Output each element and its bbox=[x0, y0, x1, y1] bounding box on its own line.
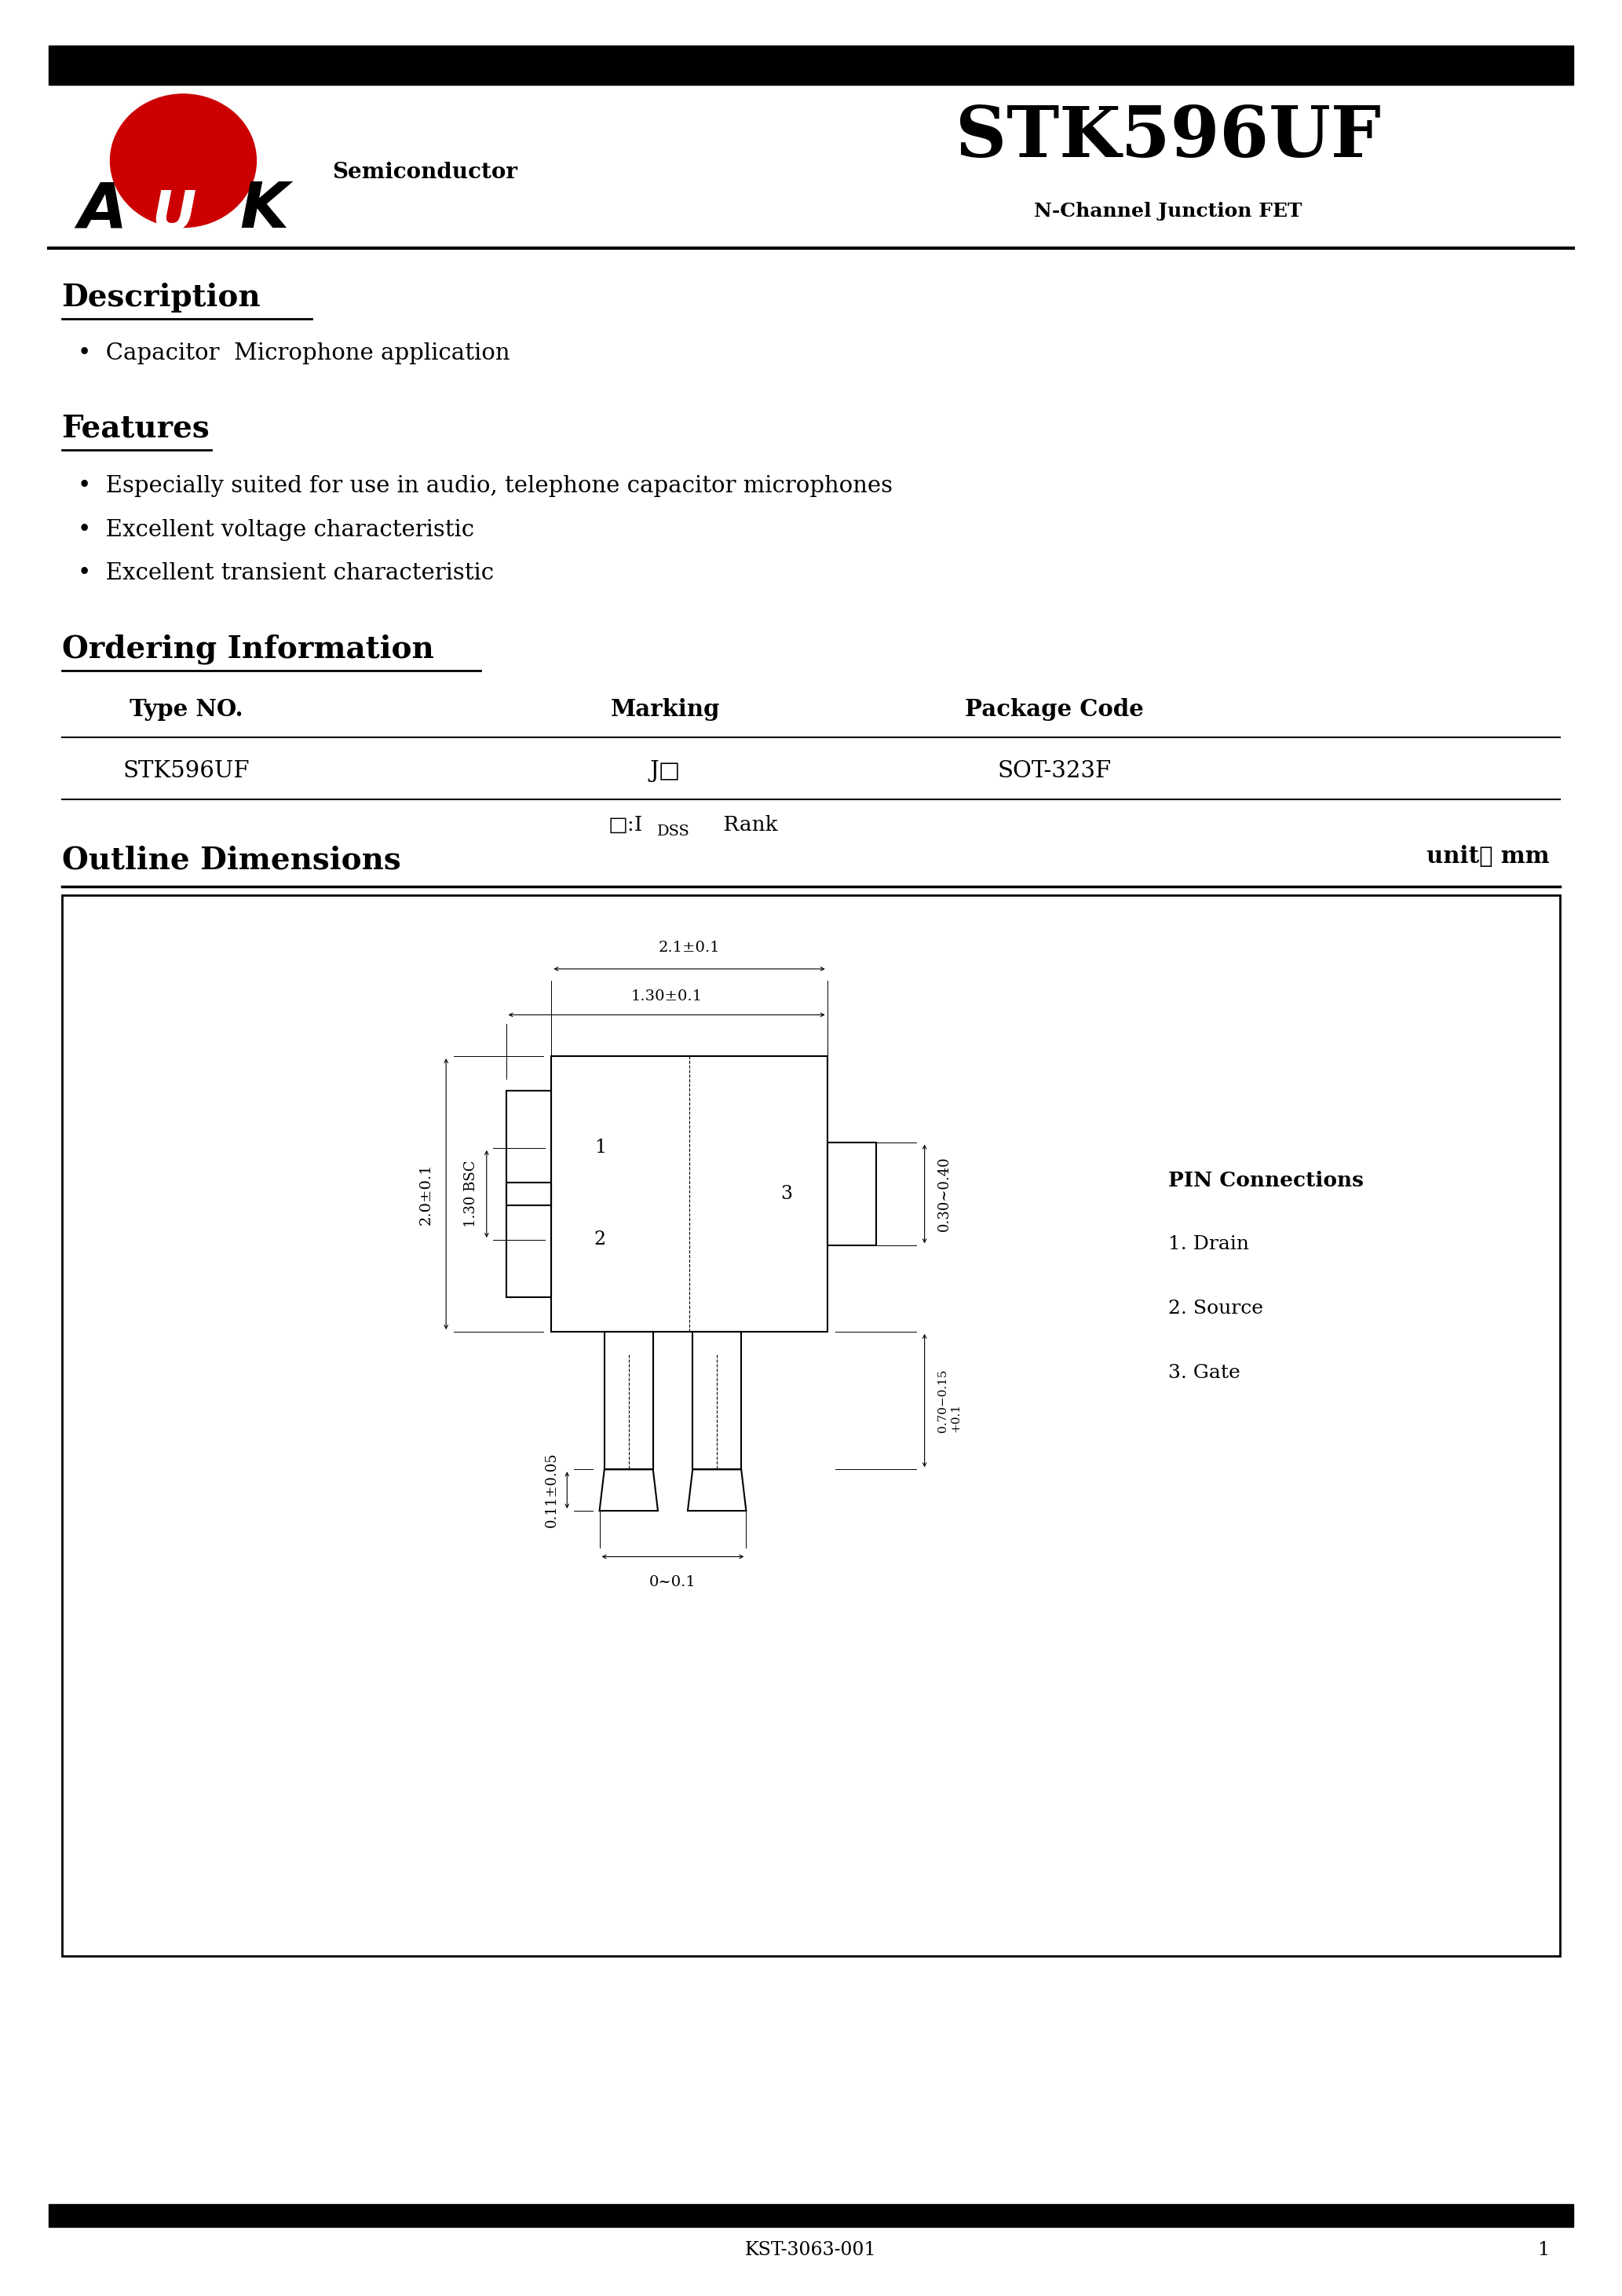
Text: 1.30 BSC: 1.30 BSC bbox=[464, 1159, 478, 1228]
Ellipse shape bbox=[110, 94, 256, 227]
Text: A: A bbox=[78, 179, 127, 241]
Text: 0~0.1: 0~0.1 bbox=[649, 1575, 696, 1589]
Text: K: K bbox=[240, 179, 289, 241]
Text: 1: 1 bbox=[1538, 2241, 1549, 2259]
Text: Marking: Marking bbox=[610, 698, 720, 721]
Text: 0.11±0.05: 0.11±0.05 bbox=[545, 1453, 560, 1527]
Text: KST-3063-001: KST-3063-001 bbox=[744, 2241, 878, 2259]
Text: 3. Gate: 3. Gate bbox=[1168, 1364, 1239, 1382]
Text: Rank: Rank bbox=[717, 815, 779, 836]
Bar bbox=[506, 1182, 551, 1297]
Text: Outline Dimensions: Outline Dimensions bbox=[62, 845, 401, 875]
Text: 0.70−0.15
+0.1: 0.70−0.15 +0.1 bbox=[938, 1368, 962, 1433]
Text: STK596UF: STK596UF bbox=[955, 103, 1380, 172]
Text: J□: J□ bbox=[650, 760, 680, 783]
Text: N-Channel Junction FET: N-Channel Junction FET bbox=[1033, 202, 1302, 220]
Text: Semiconductor: Semiconductor bbox=[333, 161, 517, 184]
Text: 1. Drain: 1. Drain bbox=[1168, 1235, 1249, 1254]
Text: Description: Description bbox=[62, 282, 261, 312]
Text: Package Code: Package Code bbox=[965, 698, 1144, 721]
Text: DSS: DSS bbox=[657, 824, 689, 838]
Text: •  Capacitor  Microphone application: • Capacitor Microphone application bbox=[78, 342, 509, 365]
Text: PIN Connections: PIN Connections bbox=[1168, 1171, 1364, 1192]
Text: •  Especially suited for use in audio, telephone capacitor microphones: • Especially suited for use in audio, te… bbox=[78, 475, 892, 498]
Bar bbox=[62, 895, 1560, 1956]
Text: SOT-323F: SOT-323F bbox=[998, 760, 1111, 783]
Bar bbox=[827, 1143, 876, 1247]
Bar bbox=[49, 2204, 1573, 2227]
Text: □:I: □:I bbox=[608, 815, 642, 836]
Text: 3: 3 bbox=[780, 1185, 793, 1203]
Text: 0.30~0.40: 0.30~0.40 bbox=[938, 1157, 952, 1231]
Text: 2: 2 bbox=[594, 1231, 607, 1249]
Text: Type NO.: Type NO. bbox=[130, 698, 243, 721]
Text: •  Excellent voltage characteristic: • Excellent voltage characteristic bbox=[78, 519, 474, 542]
Bar bbox=[506, 1091, 551, 1205]
Bar bbox=[49, 46, 1573, 85]
Text: U: U bbox=[151, 188, 196, 241]
Text: Ordering Information: Ordering Information bbox=[62, 634, 433, 664]
Text: 1.30±0.1: 1.30±0.1 bbox=[631, 990, 702, 1003]
Text: 2.1±0.1: 2.1±0.1 bbox=[659, 941, 720, 955]
Text: 2. Source: 2. Source bbox=[1168, 1300, 1264, 1318]
Text: STK596UF: STK596UF bbox=[123, 760, 250, 783]
Text: Features: Features bbox=[62, 413, 209, 443]
Text: 2.0±0.1: 2.0±0.1 bbox=[418, 1164, 433, 1224]
Text: •  Excellent transient characteristic: • Excellent transient characteristic bbox=[78, 563, 495, 585]
Text: unit： mm: unit： mm bbox=[1426, 845, 1549, 868]
Bar bbox=[551, 1056, 827, 1332]
Text: 1: 1 bbox=[594, 1139, 607, 1157]
